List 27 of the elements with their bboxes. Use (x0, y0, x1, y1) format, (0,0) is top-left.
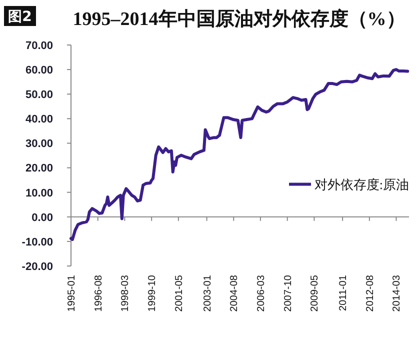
caption: 图2 (8, 9, 32, 26)
line-series (70, 68, 410, 241)
y-tick-label: 70.00 (25, 40, 53, 52)
y-tick-label: -10.00 (22, 236, 53, 248)
x-tick-label: 2011-01 (338, 274, 350, 311)
legend-label: 对外依存度:原油 (314, 176, 409, 192)
y-tick-label: 50.00 (25, 89, 53, 102)
y-tick-label: 30.00 (25, 138, 53, 150)
y-tick-label: 20.00 (25, 162, 53, 175)
x-tick-label: 2001-05 (174, 274, 185, 312)
y-tick-label: 0.00 (32, 212, 53, 224)
chart-title: 1995–2014年中国原油对外依存度（%） (72, 8, 406, 30)
x-tick-label: 2012-08 (364, 274, 376, 312)
x-tick-label: 1998-03 (120, 274, 132, 312)
x-tick-label: 1996-08 (93, 274, 104, 312)
y-tick-label: 60.00 (25, 64, 53, 77)
x-tick-label: 1995-01 (66, 274, 78, 312)
x-tick-label: 2006-03 (256, 274, 267, 312)
y-tick-label: 10.00 (25, 187, 53, 200)
x-tick-label: 2007-10 (282, 274, 294, 312)
x-tick-label: 2004-08 (229, 274, 240, 312)
x-tick-label: 2009-05 (310, 274, 321, 312)
x-tick-label: 2003-01 (202, 274, 214, 312)
y-tick-label: -20.00 (22, 260, 53, 273)
x-tick-label: 1999-10 (147, 274, 158, 312)
y-tick-label: 40.00 (25, 114, 53, 126)
x-tick-label: 2014-03 (392, 274, 403, 312)
